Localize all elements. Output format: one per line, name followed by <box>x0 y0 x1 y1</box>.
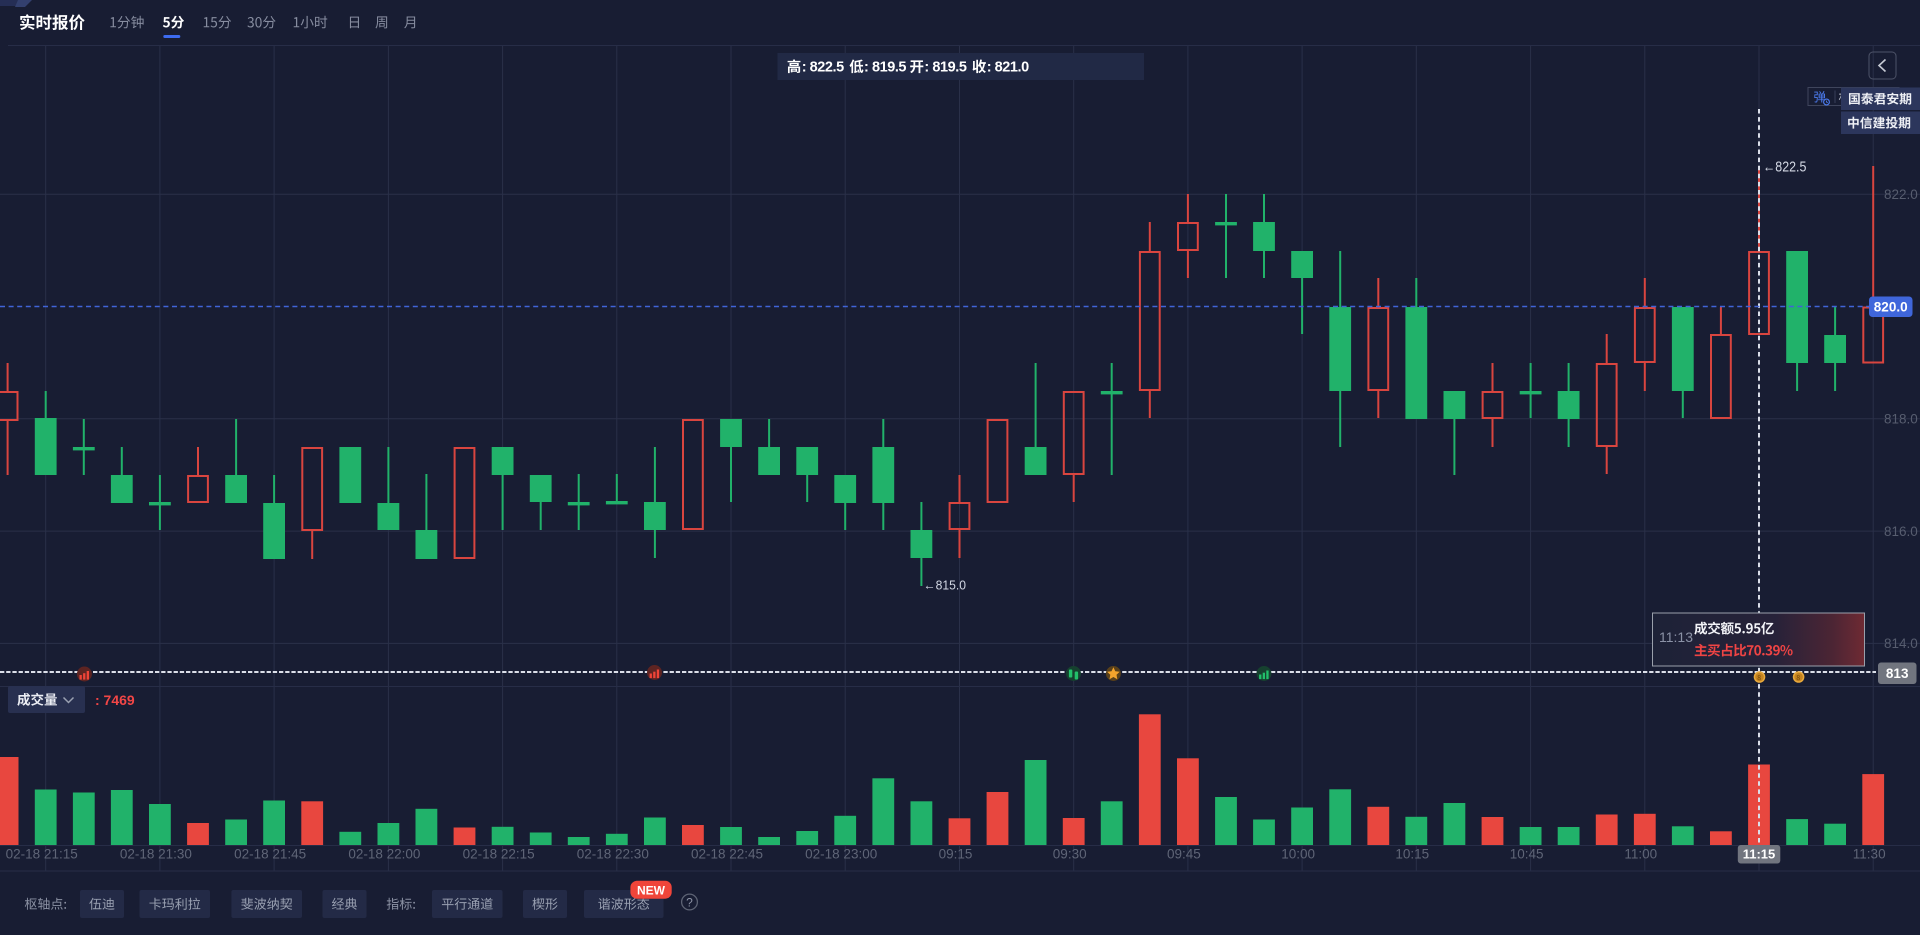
svg-text:02-18 21:30: 02-18 21:30 <box>120 847 192 862</box>
svg-text:: 821.0: : 821.0 <box>987 60 1029 76</box>
svg-text:11:00: 11:00 <box>1624 847 1657 862</box>
svg-text:: 822.5: : 822.5 <box>802 60 845 76</box>
svg-text:816.0: 816.0 <box>1884 524 1918 539</box>
svg-text:02-18 23:00: 02-18 23:00 <box>805 847 877 862</box>
svg-text:10:00: 10:00 <box>1281 847 1315 862</box>
svg-text:: 819.5: : 819.5 <box>864 60 907 76</box>
svg-text:09:30: 09:30 <box>1053 847 1087 862</box>
svg-text:11:30: 11:30 <box>1853 847 1886 862</box>
svg-text:813: 813 <box>1886 666 1909 681</box>
svg-text:NEW: NEW <box>637 883 666 897</box>
svg-text:818.0: 818.0 <box>1884 412 1918 427</box>
svg-text:02-18 22:00: 02-18 22:00 <box>348 847 420 862</box>
svg-text:820.0: 820.0 <box>1874 300 1908 315</box>
svg-text:←815.0: ←815.0 <box>924 578 967 593</box>
svg-text:10:45: 10:45 <box>1510 847 1544 862</box>
svg-text:09:45: 09:45 <box>1167 847 1201 862</box>
svg-text:←822.5: ←822.5 <box>1763 159 1807 176</box>
svg-text:822.0: 822.0 <box>1884 187 1918 202</box>
svg-text:02-18 21:45: 02-18 21:45 <box>234 847 306 862</box>
svg-text:02-18 22:45: 02-18 22:45 <box>691 847 763 862</box>
svg-text:02-18 21:15: 02-18 21:15 <box>6 847 78 862</box>
svg-text:11:13: 11:13 <box>1659 629 1693 645</box>
svg-text:10:15: 10:15 <box>1395 847 1429 862</box>
svg-text:?: ? <box>686 896 693 910</box>
svg-text:814.0: 814.0 <box>1884 636 1918 651</box>
svg-text:02-18 22:15: 02-18 22:15 <box>463 847 535 862</box>
svg-text:02-18 22:30: 02-18 22:30 <box>577 847 649 862</box>
svg-text:09:15: 09:15 <box>939 847 973 862</box>
svg-text:: 7469: : 7469 <box>95 692 135 708</box>
svg-text:: 819.5: : 819.5 <box>924 60 967 76</box>
svg-text:11:15: 11:15 <box>1743 847 1776 862</box>
